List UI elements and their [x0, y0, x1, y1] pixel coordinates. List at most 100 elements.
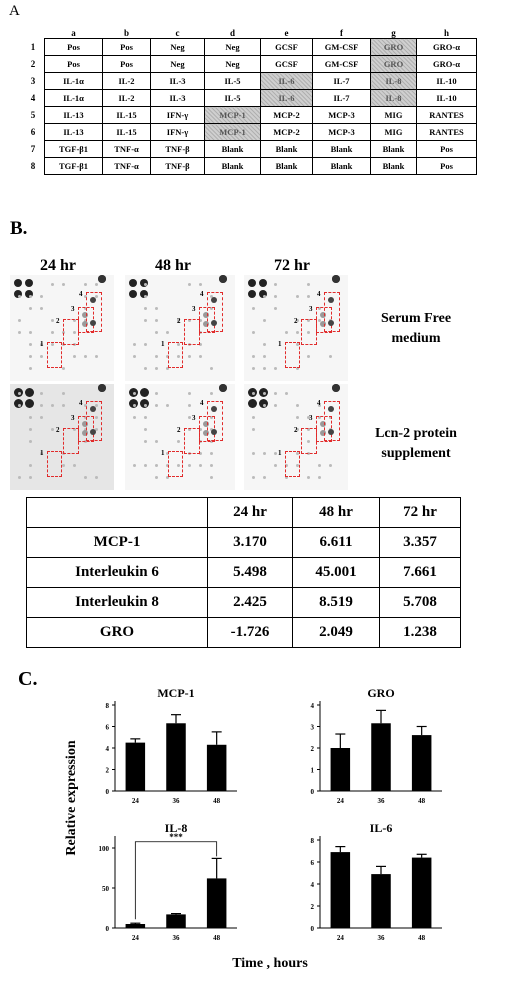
table-cell: Blank	[313, 158, 371, 175]
array-dot	[51, 319, 54, 322]
fold-cell: 6.611	[293, 528, 380, 558]
array-dot	[210, 476, 213, 479]
box-number: 3	[71, 305, 75, 313]
x-tick-label: 24	[337, 934, 345, 942]
table-cell: Neg	[151, 39, 205, 56]
array-dot	[84, 476, 87, 479]
table-cell: GRO	[371, 39, 417, 56]
table-cell: Pos	[103, 39, 151, 56]
spot	[328, 320, 334, 326]
column-header-d: d	[205, 27, 261, 39]
control-dot	[25, 399, 34, 408]
array-dot	[274, 452, 277, 455]
chart-title: GRO	[367, 686, 394, 700]
control-dot	[129, 290, 137, 298]
x-tick-label: 36	[173, 797, 181, 805]
array-dot	[51, 283, 54, 286]
array-dot	[18, 295, 21, 298]
control-dot	[25, 279, 33, 287]
row-label-lcn2: Lcn-2 protein supplement	[356, 424, 476, 464]
bar-chart-il-6: IL-60246824 36 48	[280, 818, 450, 948]
box-number: 4	[200, 399, 204, 407]
array-dot	[62, 392, 65, 395]
array-dot	[84, 283, 87, 286]
table-cell: Blank	[205, 141, 261, 158]
bar-chart-gro: GRO 0 1 2 3 4 24 36 48	[280, 683, 450, 811]
control-dot	[219, 275, 227, 283]
array-dot	[188, 404, 191, 407]
box-number: 1	[278, 340, 282, 348]
array-dot	[29, 428, 32, 431]
control-dot	[248, 290, 256, 298]
array-dot	[263, 319, 266, 322]
array-dot	[252, 428, 255, 431]
box-number: 1	[161, 340, 165, 348]
x-tick-label: 36	[378, 934, 386, 942]
row-label-serum-free: Serum Free medium	[356, 309, 476, 349]
table-cell: IL-15	[103, 107, 151, 124]
table-cell: Pos	[45, 56, 103, 73]
spot	[328, 406, 334, 412]
array-dot	[144, 283, 147, 286]
bar	[207, 878, 227, 928]
fold-cell: 2.049	[293, 618, 380, 648]
table-row: 2 Pos Pos Neg Neg GCSF GM-CSF GRO GRO-α	[22, 56, 477, 73]
table-cell: RANTES	[417, 124, 477, 141]
array-dot	[274, 464, 277, 467]
array-dot	[307, 355, 310, 358]
table-cell: Blank	[205, 158, 261, 175]
table-cell: MCP-3	[313, 107, 371, 124]
highlight-box-1	[47, 342, 62, 368]
fold-header: 24 hr	[208, 498, 293, 528]
spot	[328, 297, 334, 303]
array-dot	[274, 283, 277, 286]
control-dot	[98, 384, 106, 392]
y-tick-label: 4	[106, 745, 110, 753]
y-tick-label: 2	[106, 767, 110, 775]
array-dot	[188, 464, 191, 467]
blot-panel: 1 2 34	[244, 275, 348, 381]
table-cell: IL-8	[371, 73, 417, 90]
column-header-c: c	[151, 27, 205, 39]
antibody-array-table: abcdefgh 1 Pos Pos Neg Neg GCSF GM-CSF GRO GRO-α…	[22, 27, 477, 175]
control-dot	[248, 279, 256, 287]
table-cell: TGF-β1	[45, 141, 103, 158]
array-dot	[73, 464, 76, 467]
box-number: 2	[177, 426, 181, 434]
array-dot	[329, 464, 332, 467]
spot	[211, 429, 217, 435]
y-tick-label: 0	[106, 925, 110, 933]
array-dot	[84, 355, 87, 358]
array-dot	[274, 295, 277, 298]
array-dot	[29, 307, 32, 310]
table-cell: IFN-γ	[151, 124, 205, 141]
fold-cell: Interleukin 6	[27, 558, 208, 588]
control-dot	[129, 279, 137, 287]
array-dot	[210, 464, 213, 467]
chart-title: IL-6	[370, 821, 393, 835]
array-dot	[210, 367, 213, 370]
table-cell: IL-10	[417, 73, 477, 90]
spot	[90, 406, 96, 412]
table-cell: IL-5	[205, 90, 261, 107]
fold-header	[27, 498, 208, 528]
control-dot	[25, 388, 34, 397]
array-dot	[133, 392, 136, 395]
table-row: GRO -1.726 2.049 1.238	[27, 618, 461, 648]
table-cell: IL-10	[417, 90, 477, 107]
array-dot	[144, 307, 147, 310]
array-dot	[155, 331, 158, 334]
array-dot	[51, 404, 54, 407]
bar-chart-mcp-1: MCP-10246824 36 48	[75, 683, 245, 811]
table-cell: TNF-β	[151, 158, 205, 175]
array-dot	[252, 307, 255, 310]
box-number: 2	[56, 317, 60, 325]
array-dot	[155, 355, 158, 358]
panel-c-label: C.	[18, 668, 37, 691]
array-dot	[252, 392, 255, 395]
x-tick-label: 24	[132, 934, 140, 942]
fold-cell: 7.661	[380, 558, 461, 588]
bar	[207, 745, 227, 791]
array-dot	[95, 355, 98, 358]
array-dot	[307, 476, 310, 479]
